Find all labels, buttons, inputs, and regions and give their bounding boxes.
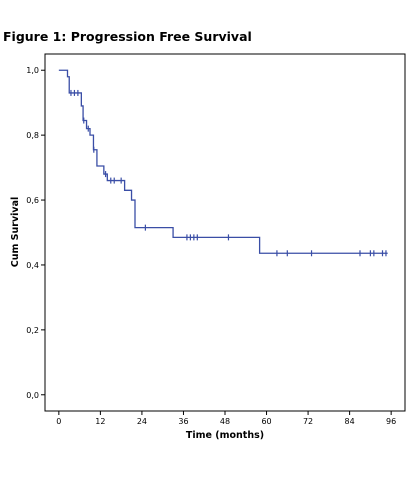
series-layer — [58, 69, 388, 257]
x-axis-title: Time (months) — [186, 430, 264, 441]
x-tick-label: 96 — [386, 417, 396, 426]
x-axis: 0 12 24 36 48 60 72 84 96 — [56, 411, 396, 426]
y-tick-label: 0,8 — [26, 131, 39, 140]
x-tick-label: 36 — [178, 417, 188, 426]
y-axis-title: Cum Survival — [10, 197, 21, 268]
y-tick-label: 0,0 — [26, 391, 39, 400]
x-tick-label: 84 — [345, 417, 355, 426]
x-tick-label: 0 — [56, 417, 61, 426]
figure-title: Figure 1: Progression Free Survival — [3, 29, 252, 44]
y-tick-label: 0,4 — [26, 261, 39, 270]
x-tick-label: 60 — [261, 417, 271, 426]
plot-frame — [44, 53, 406, 412]
x-tick-label: 48 — [220, 417, 230, 426]
x-tick-label: 12 — [95, 417, 105, 426]
y-tick-label: 0,2 — [26, 326, 39, 335]
y-tick-label: 0,6 — [26, 196, 39, 205]
survival-curve — [58, 69, 388, 254]
x-tick-label: 72 — [303, 417, 313, 426]
x-tick-label: 24 — [137, 417, 147, 426]
y-axis: 0,0 0,2 0,4 0,6 0,8 1,0 — [26, 66, 45, 400]
y-tick-label: 1,0 — [26, 66, 39, 75]
